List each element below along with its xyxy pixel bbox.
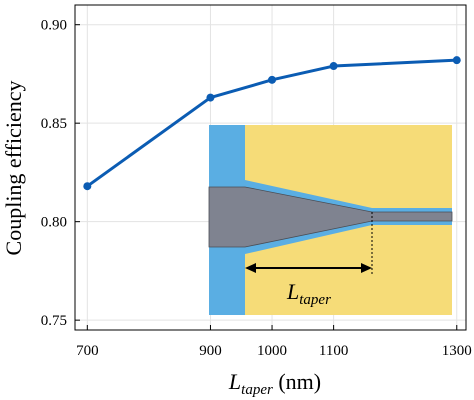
x-tick-label: 1100 bbox=[319, 343, 348, 359]
series bbox=[83, 56, 461, 191]
x-axis-label-sub: taper bbox=[241, 382, 273, 398]
inset-taper-core bbox=[208, 186, 453, 248]
grid bbox=[75, 5, 466, 330]
data-point bbox=[206, 93, 215, 102]
y-tick-label: 0.85 bbox=[41, 116, 67, 132]
inset-arrowhead-left bbox=[245, 263, 256, 273]
y-tick-label: 0.75 bbox=[41, 313, 67, 329]
data-point bbox=[83, 182, 92, 191]
plot-frame bbox=[74, 4, 467, 331]
x-tick-label: 700 bbox=[76, 343, 99, 359]
x-axis-label-main: L bbox=[228, 369, 241, 394]
inset-arrowhead-right bbox=[361, 263, 372, 273]
inset-label-main: L bbox=[286, 279, 299, 304]
inset-label: Ltaper bbox=[286, 279, 331, 308]
inset-label-sub: taper bbox=[299, 292, 331, 308]
ticks: 700 900 1000 1100 1300 0.75 0.80 0.85 0.90 bbox=[41, 18, 472, 359]
data-point bbox=[452, 56, 461, 65]
y-axis-label: Coupling efficiency bbox=[1, 81, 26, 256]
data-point bbox=[329, 62, 338, 71]
taper-schematic-inset: Ltaper bbox=[208, 125, 453, 315]
x-tick-label: 900 bbox=[199, 343, 222, 359]
y-tick-label: 0.90 bbox=[41, 18, 67, 34]
data-point bbox=[268, 75, 277, 84]
x-tick-label: 1300 bbox=[442, 343, 472, 359]
y-tick-label: 0.80 bbox=[41, 215, 67, 231]
x-axis-label: Ltaper (nm) bbox=[228, 369, 321, 398]
x-tick-label: 1000 bbox=[257, 343, 287, 359]
x-axis-label-unit: (nm) bbox=[273, 369, 321, 394]
